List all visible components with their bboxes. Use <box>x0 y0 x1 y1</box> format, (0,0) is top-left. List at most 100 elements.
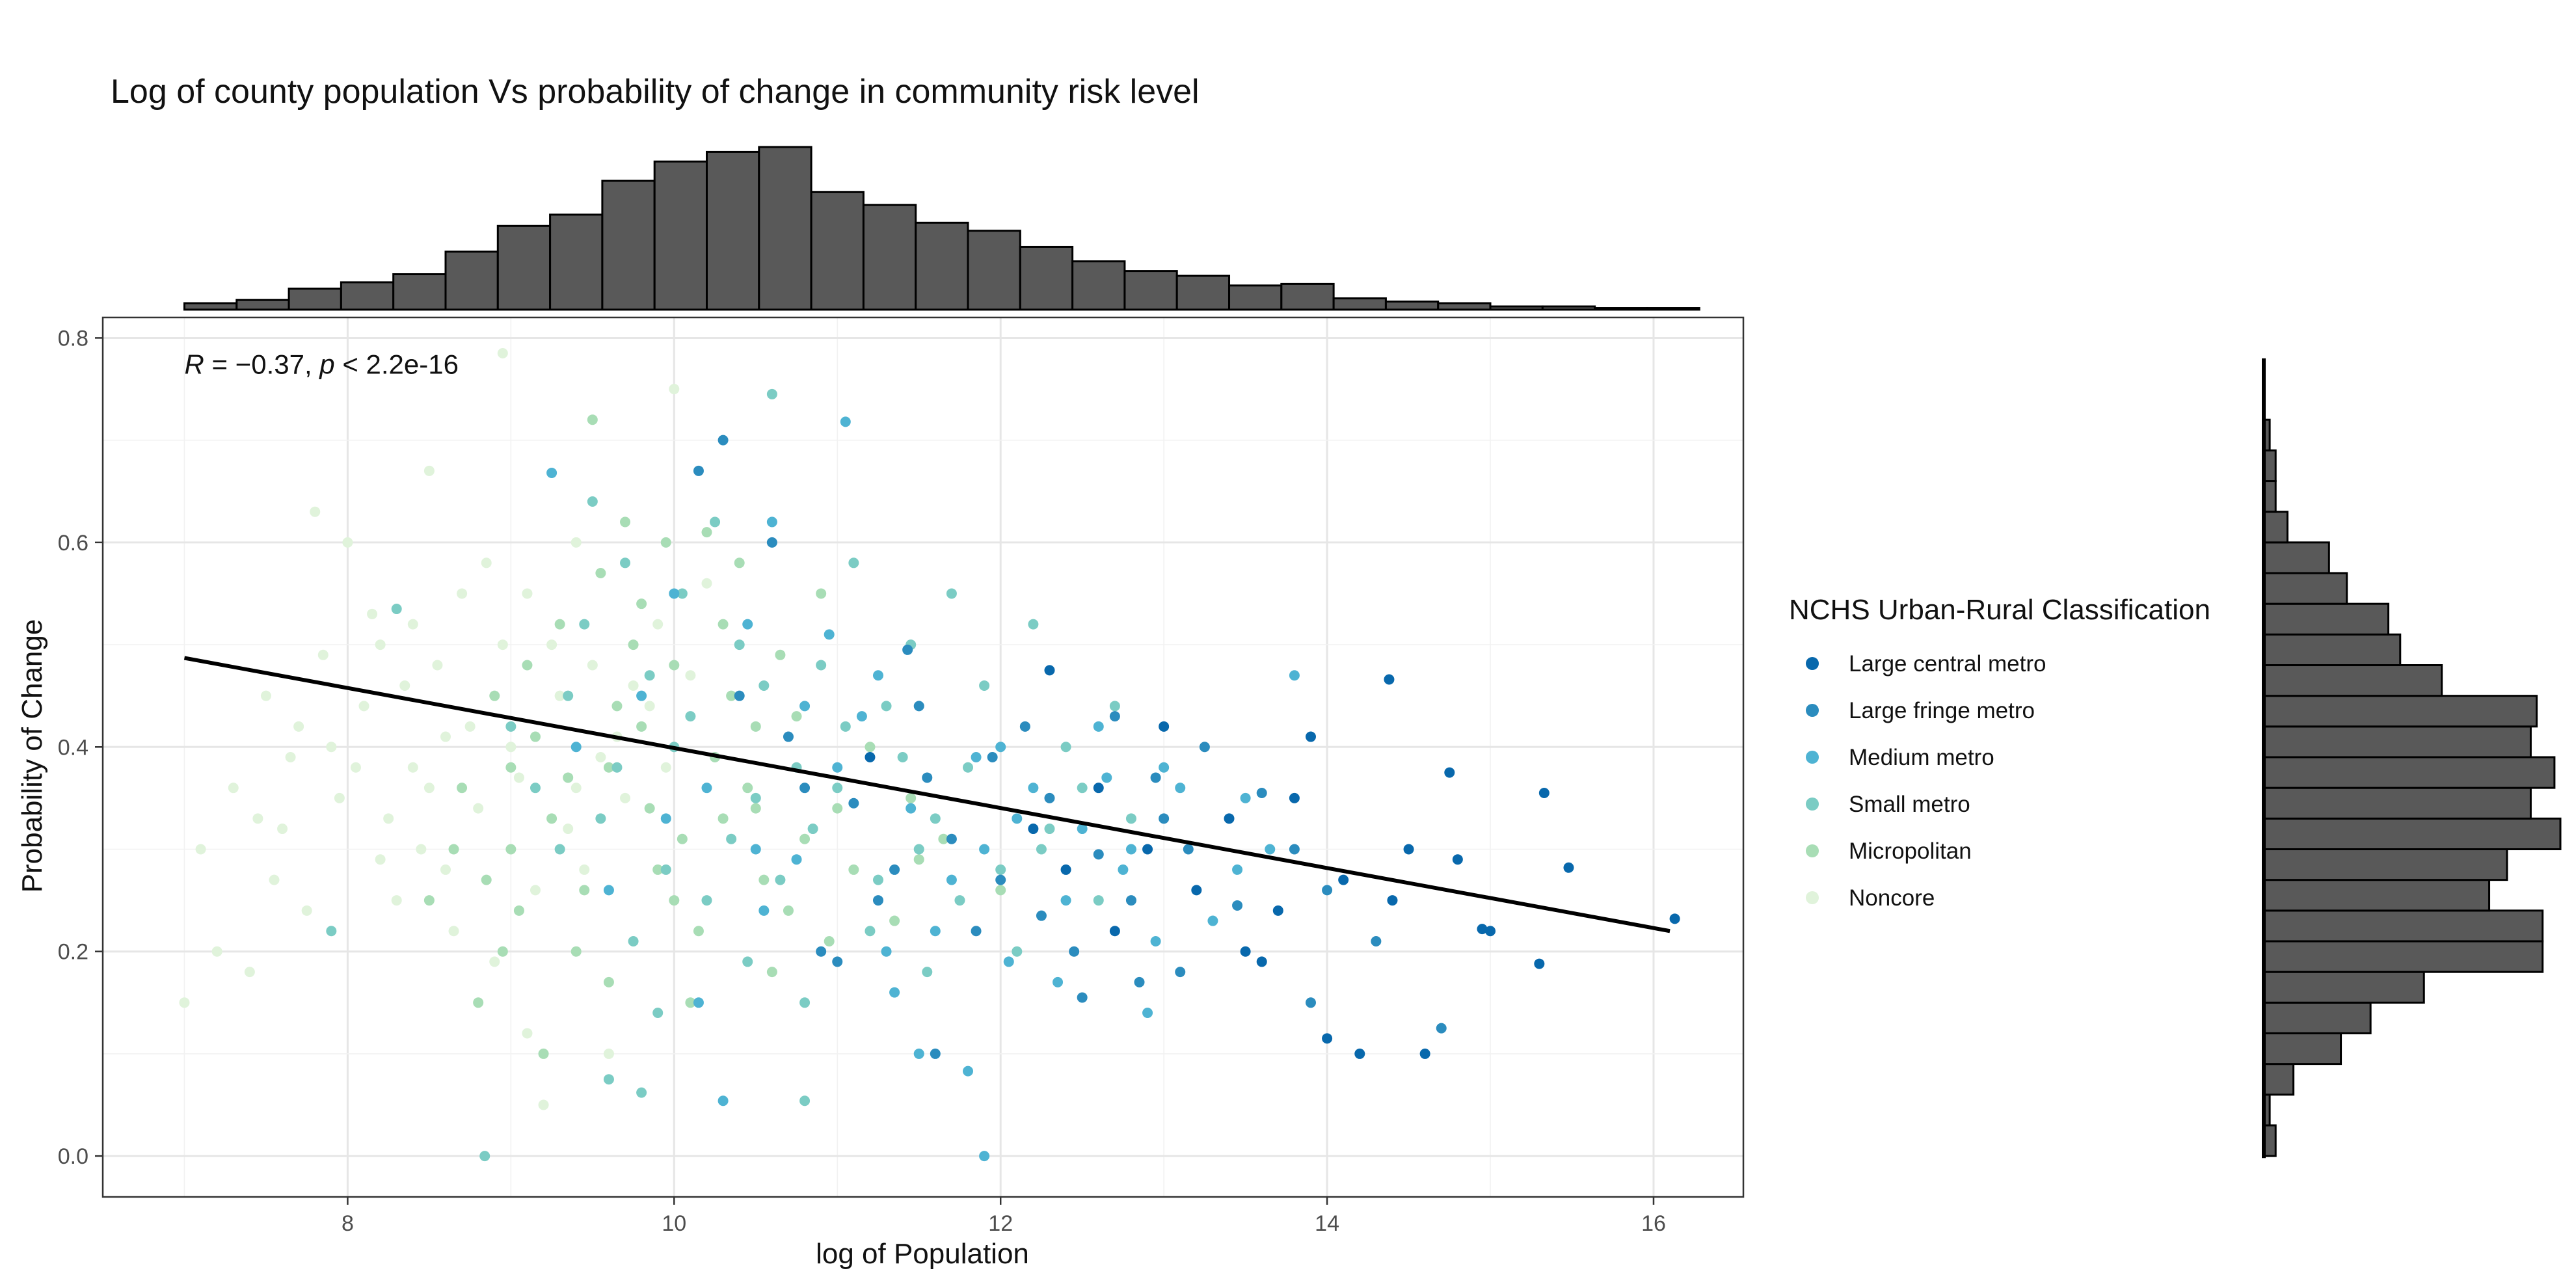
scatter-point <box>407 762 418 773</box>
scatter-point <box>677 588 688 599</box>
scatter-point <box>375 639 386 651</box>
scatter-point <box>350 762 361 773</box>
scatter-point <box>587 660 598 671</box>
y-histogram-bar <box>2262 786 2532 820</box>
scatter-point <box>742 783 753 794</box>
legend-entries: Large central metro Large fringe metro Med… <box>1806 651 2046 911</box>
scatter-point <box>1452 854 1463 865</box>
scatter-point <box>677 833 688 844</box>
scatter-point <box>1134 976 1145 987</box>
scatter-point <box>1183 844 1194 855</box>
scatter-point <box>1444 767 1455 778</box>
x-histogram-bar <box>1280 282 1335 311</box>
scatter-point <box>1199 742 1210 753</box>
scatter-point <box>375 854 386 865</box>
scatter-point <box>636 598 647 610</box>
x-histogram <box>183 146 1700 311</box>
x-histogram-bar <box>496 224 552 311</box>
legend-key-marker <box>1806 891 1819 904</box>
scatter-point <box>718 435 729 446</box>
scatter-point <box>718 1095 729 1107</box>
scatter-point <box>652 864 664 875</box>
scatter-point <box>603 1048 614 1059</box>
y-histogram-bar <box>2262 572 2348 605</box>
scatter-point <box>620 517 631 528</box>
x-histogram-bar <box>1019 245 1074 311</box>
scatter-point <box>1175 967 1186 978</box>
scatter-point <box>758 874 770 885</box>
scatter-point <box>1232 864 1243 875</box>
scatter-point <box>1019 721 1030 732</box>
x-histogram-bar <box>444 250 499 311</box>
scatter-point <box>1175 783 1186 794</box>
panel-background <box>103 317 1743 1197</box>
scatter-point <box>1338 874 1349 885</box>
legend-entry-label: Medium metro <box>1849 745 1994 770</box>
scatter-point <box>277 824 288 835</box>
scatter-point <box>791 854 802 865</box>
legend-entry-label: Micropolitan <box>1849 839 1972 864</box>
scatter-point <box>1403 844 1414 855</box>
scatter-point <box>383 813 394 824</box>
y-histogram-bar <box>2262 1001 2372 1034</box>
scatter-point <box>1036 844 1047 855</box>
scatter-point <box>913 1048 924 1059</box>
scatter-point <box>669 660 680 671</box>
scatter-point <box>1012 946 1023 957</box>
scatter-point <box>669 895 680 906</box>
scatter-point <box>1044 665 1055 676</box>
y-tick-label: 0.4 <box>58 735 88 760</box>
scatter-point <box>889 864 900 875</box>
scatter-point <box>570 537 582 548</box>
scatter-point <box>726 690 737 701</box>
scatter-point <box>546 467 557 478</box>
y-axis-ticks: 0.0 0.2 0.4 0.6 0.8 <box>58 326 103 1169</box>
scatter-point <box>652 619 664 630</box>
scatter-point <box>244 967 255 978</box>
scatter-point <box>1224 813 1235 824</box>
scatter-point <box>1118 864 1129 875</box>
scatter-point <box>660 762 671 773</box>
x-histogram-bar <box>967 230 1021 311</box>
y-histogram-bar <box>2262 664 2443 697</box>
legend-key-marker <box>1806 751 1819 764</box>
legend-entry: Small metro <box>1806 792 1970 817</box>
scatter-point <box>1534 958 1545 969</box>
scatter-point <box>799 783 811 794</box>
scatter-point <box>579 885 590 896</box>
scatter-point <box>979 680 990 691</box>
scatter-point <box>1142 1008 1153 1019</box>
scatter-point <box>1028 619 1039 630</box>
regression-line <box>183 656 1670 933</box>
scatter-point <box>799 1095 811 1107</box>
scatter-point <box>766 388 777 399</box>
scatter-point <box>1125 813 1136 824</box>
scatter-point <box>832 956 843 967</box>
scatter-point <box>1240 946 1251 957</box>
scatter-point <box>995 742 1006 753</box>
y-histogram-bar <box>2262 879 2491 912</box>
scatter-point <box>750 721 761 732</box>
scatter-point <box>685 670 696 681</box>
scatter-point <box>1028 824 1039 835</box>
scatter-point <box>889 915 900 926</box>
scatter-point <box>644 701 655 712</box>
x-histogram-bar <box>288 288 342 311</box>
scatter-point <box>367 608 378 619</box>
x-histogram-bar <box>601 180 656 311</box>
scatter-point <box>644 803 655 814</box>
x-histogram-bar <box>392 273 447 311</box>
x-histogram-bar <box>1646 307 1700 311</box>
scatter-point <box>1053 976 1064 987</box>
scatter-point <box>1305 997 1316 1008</box>
scatter-point <box>848 557 859 569</box>
scatter-point <box>1563 862 1574 873</box>
y-histogram-bar <box>2262 971 2425 1004</box>
scatter-point <box>872 670 883 681</box>
scatter-point <box>783 731 794 742</box>
scatter-point <box>922 772 933 783</box>
scatter-point <box>505 762 517 773</box>
y-histogram-bar <box>2262 725 2532 758</box>
y-histogram-bar <box>2262 909 2544 943</box>
scatter-point <box>457 588 468 599</box>
